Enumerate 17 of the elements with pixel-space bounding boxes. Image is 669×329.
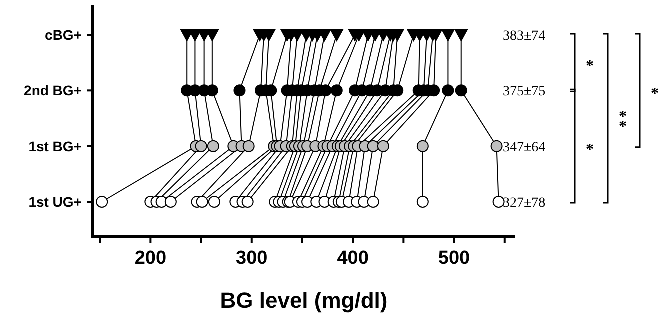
text: * xyxy=(586,58,594,75)
y-tick-label: cBG+ xyxy=(45,27,82,43)
x-tick-label: 400 xyxy=(337,248,369,269)
y-tick-label: 1st BG+ xyxy=(28,138,82,154)
annotation: 375±75 xyxy=(503,84,546,100)
text: * xyxy=(651,86,659,103)
text: ** xyxy=(619,108,627,136)
x-tick-label: 300 xyxy=(236,248,268,269)
y-tick-label: 2nd BG+ xyxy=(24,82,82,99)
x-tick-label: 500 xyxy=(438,248,470,269)
x-axis-title: BG level (mg/dl) xyxy=(220,288,388,313)
x-tick-label: 200 xyxy=(134,248,167,269)
annotation: 347±64 xyxy=(503,140,546,156)
y-tick-label: 1st UG+ xyxy=(28,194,82,210)
text: * xyxy=(586,141,594,158)
annotation: 327±78 xyxy=(503,196,546,211)
annotation: 383±74 xyxy=(503,29,546,44)
